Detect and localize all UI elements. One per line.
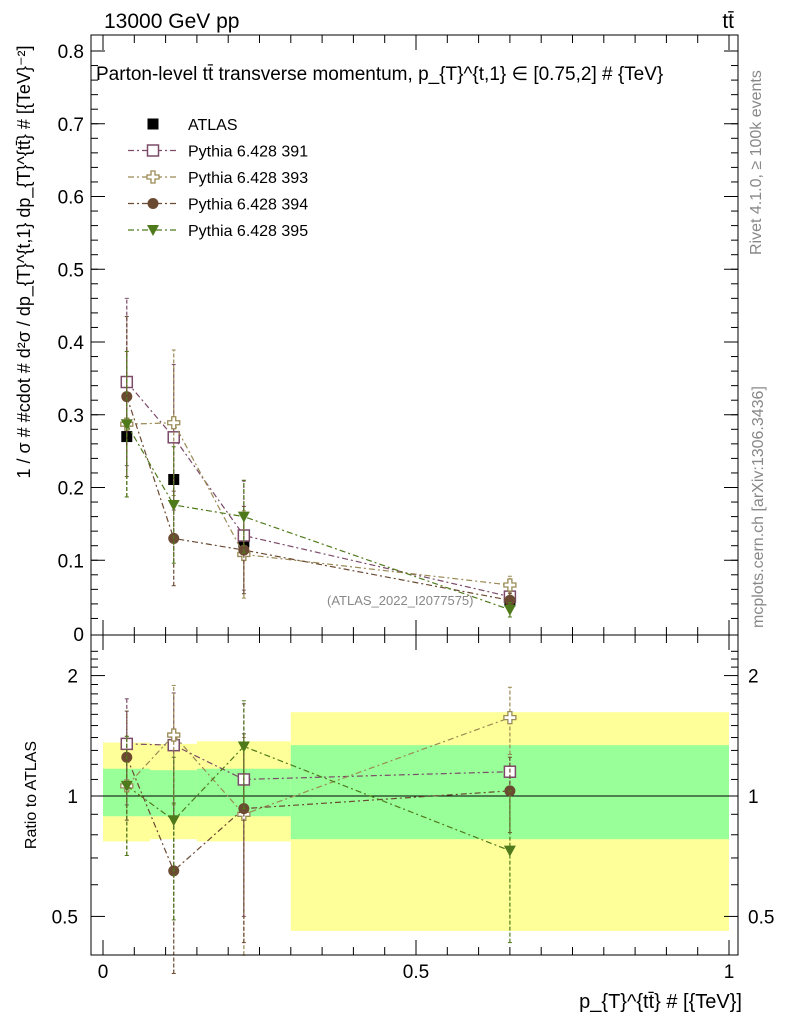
legend-marker	[147, 198, 159, 209]
ratio-point	[503, 845, 516, 857]
y-tick-label: 0.2	[58, 479, 84, 500]
x-tick-label: 1	[724, 962, 735, 983]
ratio-panel: 0.5 0.5 1 1 2 2 0 0.5 1 Ratio to ATLAS p_{T}^{tt…	[23, 35, 774, 1013]
legend-label: Pythia 6.428 391	[188, 144, 308, 161]
watermark: (ATLAS_2022_I2077575)	[327, 593, 473, 608]
legend-marker	[147, 225, 159, 236]
legend-item: ATLAS	[147, 117, 238, 134]
y-tick-label: 0.1	[58, 551, 84, 572]
ratio-frame	[90, 634, 739, 956]
x-tick-label: 0.5	[403, 962, 429, 983]
y-tick-label: 0.4	[58, 333, 85, 354]
ratio-y-tick-label-right: 0.5	[748, 907, 774, 928]
legend-label: ATLAS	[188, 117, 238, 134]
ratio-y-tick-label-right: 2	[748, 667, 759, 688]
energy-label: 13000 GeV pp	[104, 10, 239, 33]
main-ylabel: 1 / σ # #cdot # d²σ / dp_{T}^{t,1} dp_{T…	[14, 46, 35, 479]
ratio-y-tick-label: 1	[67, 787, 78, 808]
y-tick-label: 0.8	[58, 42, 84, 63]
chart-title: Parton-level tt̄ transverse momentum, p_…	[96, 64, 663, 85]
legend-item: Pythia 6.428 391	[128, 144, 308, 161]
ratio-point	[167, 728, 181, 742]
data-point	[121, 391, 133, 403]
ratio-y-tick-label-right: 1	[748, 787, 759, 808]
ratio-line	[126, 743, 510, 781]
series-line	[126, 422, 510, 586]
legend-label: Pythia 6.428 395	[188, 223, 308, 240]
y-tick-label: 0.5	[58, 260, 84, 281]
y-tick-label-zero: 0	[73, 625, 84, 646]
ratio-line	[126, 717, 511, 816]
mcplots-label: mcplots.cern.ch [arXiv:1306.3436]	[750, 386, 767, 628]
data-point	[503, 578, 517, 592]
legend-label: Pythia 6.428 393	[188, 170, 308, 187]
series-4	[120, 350, 516, 618]
ratio-point	[167, 815, 180, 827]
legend-marker	[146, 144, 160, 157]
series-line	[126, 423, 511, 611]
data-point	[237, 511, 250, 523]
data-point	[503, 604, 516, 616]
ratio-series-3	[120, 700, 516, 944]
ratio-line	[126, 757, 510, 872]
y-tick-label: 0.7	[58, 115, 84, 136]
ratio-point	[503, 710, 517, 725]
legend: ATLAS Pythia 6.428 391 Pythia 6.428 393 Pyt…	[128, 117, 308, 240]
series-1	[120, 297, 517, 605]
x-axis-label: p_{T}^{tt̄} # [{TeV}]	[579, 991, 742, 1013]
ratio-point	[237, 741, 250, 753]
main-panel: 0.1 0.2 0.3 0.4 0.5 0.6 0.7 0.8 0 Parton-level t…	[14, 34, 739, 646]
ratio-point	[120, 780, 133, 792]
ratio-y-tick-label: 0.5	[52, 907, 78, 928]
y-tick-label: 0.6	[58, 188, 84, 209]
rivet-label: Rivet 4.1.0, ≥ 100k events	[748, 70, 765, 255]
legend-label: Pythia 6.428 394	[188, 197, 308, 214]
process-label: tt̄	[722, 10, 734, 33]
series-0	[121, 427, 516, 607]
data-point	[120, 419, 133, 431]
series-line	[126, 396, 511, 601]
legend-marker	[147, 118, 159, 130]
data-point	[504, 594, 516, 606]
data-point	[167, 416, 181, 430]
y-tick-label: 0.3	[58, 406, 84, 427]
ratio-line	[126, 745, 511, 852]
data-point	[167, 499, 180, 511]
legend-item: Pythia 6.428 395	[128, 223, 308, 240]
series-2	[120, 349, 517, 599]
ratio-ylabel: Ratio to ATLAS	[23, 741, 40, 849]
x-tick-label: 0	[98, 962, 109, 983]
legend-item: Pythia 6.428 393	[128, 170, 308, 187]
series-3	[121, 316, 516, 609]
legend-marker	[146, 170, 160, 184]
ratio-y-tick-label: 2	[67, 667, 78, 688]
legend-item: Pythia 6.428 394	[128, 197, 308, 214]
